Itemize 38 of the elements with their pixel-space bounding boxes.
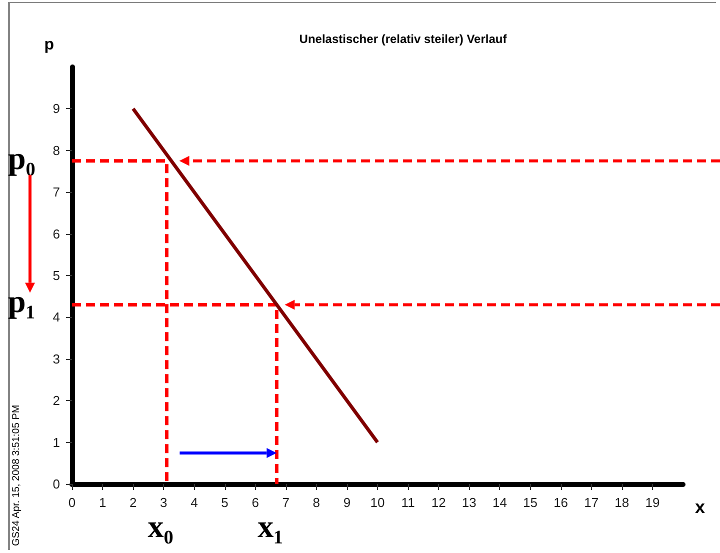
x-tick-label: 15	[523, 495, 538, 510]
x-tick-label: 6	[252, 495, 259, 510]
y-tick-label: 1	[52, 434, 60, 450]
x-tick-label: 13	[462, 495, 476, 510]
chart-title: Unelastischer (relativ steiler) Verlauf	[299, 32, 508, 46]
x-tick-label: 16	[554, 495, 568, 510]
x-tick-label: 4	[190, 495, 198, 510]
x-tick-label: 19	[645, 495, 660, 510]
annotation: x₀	[148, 508, 174, 544]
x-tick-label: 17	[584, 495, 599, 510]
y-tick-label: 8	[52, 142, 60, 158]
y-tick-label: 9	[52, 101, 60, 116]
y-tick-label: 2	[52, 393, 60, 408]
x-tick-label: 14	[492, 495, 507, 510]
x-axis-title: x	[695, 497, 706, 517]
x-tick-label: 11	[401, 495, 415, 510]
annotation: p₀	[8, 140, 36, 176]
x-tick-label: 10	[370, 495, 385, 510]
x-tick-label: 3	[160, 495, 168, 510]
y-tick-label: 4	[52, 310, 60, 325]
y-tick-label: 6	[52, 226, 60, 242]
annotation: p₁	[8, 283, 36, 320]
x-tick-label: 0	[68, 495, 76, 510]
x-tick-label: 9	[343, 495, 351, 510]
x-tick-label: 18	[614, 495, 630, 510]
y-tick-label: 7	[52, 184, 60, 200]
x-tick-label: 5	[221, 495, 228, 510]
annotation: x₁	[258, 508, 284, 544]
x-tick-label: 2	[129, 495, 137, 510]
y-tick-label: 5	[52, 268, 60, 283]
text: GS24 Apr. 15, 2008 3:51:05 PM	[11, 404, 22, 546]
x-tick-label: 7	[282, 495, 290, 510]
y-tick-label: 3	[52, 351, 60, 366]
x-tick-label: 1	[98, 495, 106, 510]
y-tick-label: 0	[52, 476, 60, 492]
y-axis-title: p	[44, 36, 54, 54]
x-tick-label: 8	[312, 495, 320, 510]
x-tick-label: 12	[431, 495, 446, 510]
